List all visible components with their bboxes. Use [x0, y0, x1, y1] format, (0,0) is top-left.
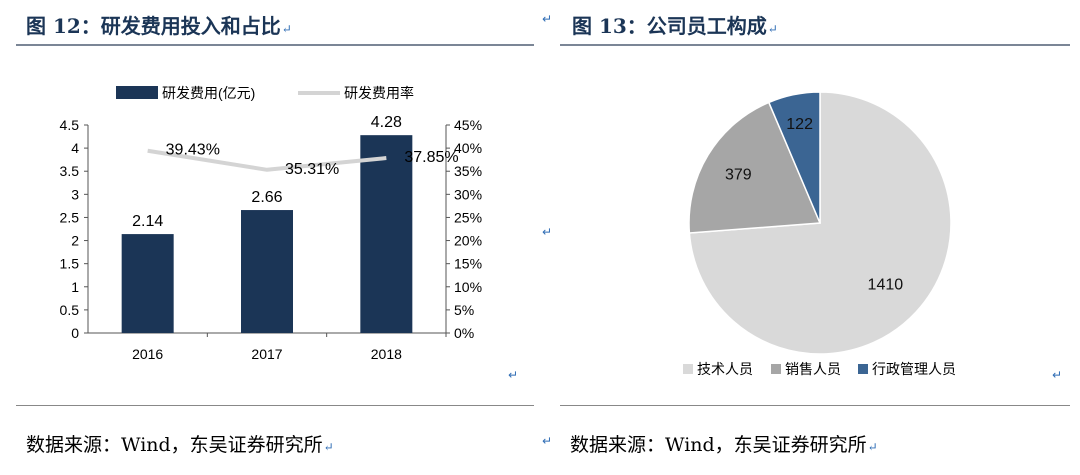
- y2-tick-label: 5%: [454, 302, 474, 318]
- rd-expense-chart: 研发费用(亿元) 研发费用率 0 0.5 1 1.5 2 2.5 3 3.5 4 4.5 0% 5% 1…: [60, 85, 483, 362]
- return-mark: ↵: [542, 434, 553, 448]
- y-tick-label: 1.5: [60, 256, 80, 272]
- line-data-label: 35.31%: [285, 161, 339, 178]
- y-tick-label: 2: [71, 233, 79, 249]
- left-bottom-rule: [16, 405, 534, 406]
- y-tick-label: 4: [71, 140, 79, 156]
- return-mark: ↵: [542, 225, 553, 239]
- bar-data-label: 4.28: [371, 114, 402, 131]
- pie-data-label: 122: [786, 116, 813, 133]
- pie-slice-admin: [767, 91, 821, 224]
- left-title-rule: [16, 44, 534, 46]
- return-mark: ↵: [542, 12, 553, 26]
- return-mark: ↵: [508, 368, 519, 382]
- y2-tick-label: 30%: [454, 186, 482, 202]
- y2-tick-label: 45%: [454, 117, 482, 133]
- y2-tick-label: 25%: [454, 209, 482, 225]
- y2-tick-label: 15%: [454, 256, 482, 272]
- y-tick-label: 3: [71, 186, 79, 202]
- y-tick-label: 4.5: [60, 117, 80, 133]
- y2-tick-label: 35%: [454, 163, 482, 179]
- y2-tick-label: 20%: [454, 233, 482, 249]
- y-tick-label: 2.5: [60, 209, 80, 225]
- y2-tick-label: 0%: [454, 325, 474, 341]
- right-bottom-rule: [560, 405, 1070, 406]
- right-source-note: 数据来源：Wind，东吴证券研究所↵: [570, 434, 878, 456]
- x-tick-label: 2016: [132, 346, 163, 362]
- line-rd-ratio: [147, 148, 387, 172]
- pie-slice-sales: [688, 101, 822, 234]
- bar-data-label: 2.66: [251, 189, 282, 206]
- pie-data-label: 1410: [868, 277, 904, 294]
- legend-label-bar: 研发费用(亿元): [162, 85, 255, 101]
- left-source-note: 数据来源：Wind，东吴证券研究所↵: [26, 434, 334, 456]
- right-title-rule: [560, 44, 1070, 46]
- legend-label-tech: 技术人员: [697, 361, 753, 377]
- y2-tick-label: 10%: [454, 279, 482, 295]
- left-chart-title: 图 12：研发费用投入和占比↵: [26, 14, 292, 38]
- legend-swatch-sales: [771, 364, 781, 374]
- x-tick-label: 2018: [371, 346, 402, 362]
- legend-label-sales: 销售人员: [785, 361, 841, 377]
- y-tick-label: 1: [71, 279, 79, 295]
- line-data-label: 37.85%: [404, 149, 458, 166]
- y-tick-label: 0.5: [60, 302, 80, 318]
- legend-swatch-bar: [116, 86, 158, 99]
- y2-tick-label: 40%: [454, 140, 482, 156]
- return-mark: ↵: [1052, 368, 1063, 382]
- legend-label-line: 研发费用率: [344, 85, 414, 101]
- y-tick-label: 0: [71, 325, 79, 341]
- bar-rd-expense-2017: [241, 210, 293, 333]
- legend-swatch-tech: [683, 364, 693, 374]
- x-tick-label: 2017: [251, 346, 282, 362]
- line-data-label: 39.43%: [166, 142, 220, 159]
- bar-rd-expense-2018: [360, 135, 413, 333]
- bar-rd-expense-2016: [121, 234, 174, 333]
- pie-data-label: 379: [725, 166, 752, 183]
- y-tick-label: 3.5: [60, 163, 80, 179]
- bar-data-label: 2.14: [132, 213, 163, 230]
- right-chart-title: 图 13：公司员工构成↵: [572, 14, 778, 38]
- staff-composition-chart: 1410 379 122 技术人员 销售人员 行政管理人员: [683, 91, 956, 377]
- legend-label-admin: 行政管理人员: [872, 361, 956, 377]
- legend-swatch-admin: [858, 364, 868, 374]
